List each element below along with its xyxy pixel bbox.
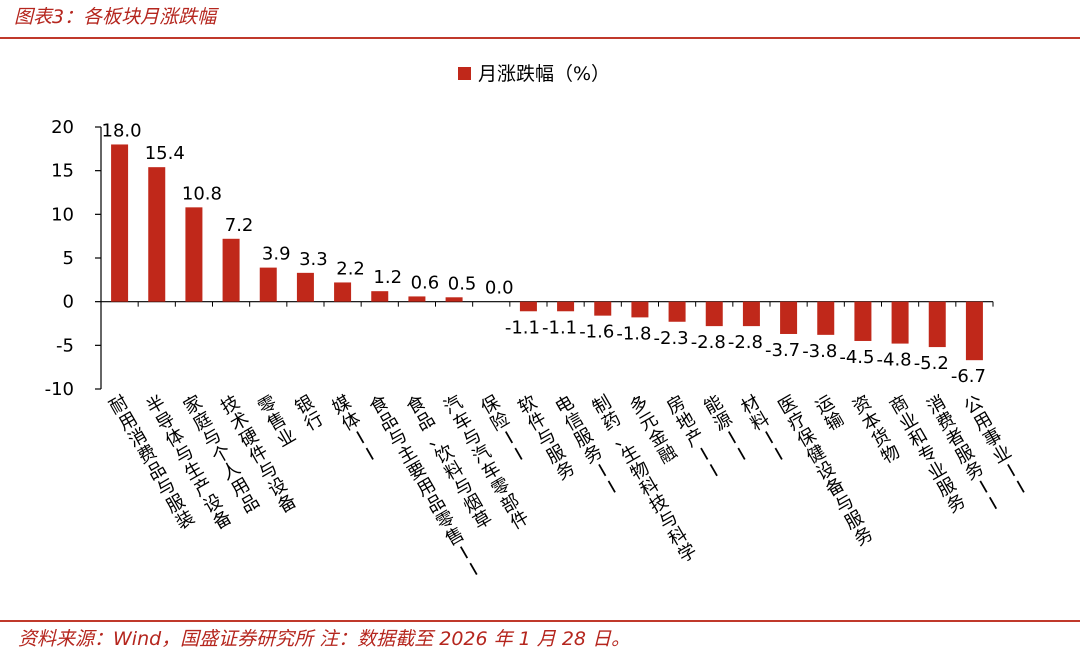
bar [222,238,240,302]
data-label: 2.2 [336,258,365,279]
bar [557,301,575,312]
category-label-text: 运输 [812,392,848,436]
y-tick-label: 0 [63,292,74,313]
bar [408,296,426,302]
y-tick-label: 20 [51,117,74,138]
data-label: 10.8 [182,183,222,204]
bar [296,272,314,302]
y-tick-label: 5 [63,248,74,269]
data-label: 0.6 [411,272,440,293]
data-label: 7.2 [225,215,254,236]
bar [965,301,983,361]
bar [111,144,129,302]
data-label: -1.8 [616,323,651,344]
data-label: -4.8 [877,350,912,371]
legend-swatch [458,67,471,80]
data-label: -4.5 [839,347,874,368]
bar [705,301,723,327]
data-label: 15.4 [145,143,185,164]
bar [185,207,203,302]
bar [445,297,463,302]
data-label: -1.1 [505,317,540,338]
data-label: 3.9 [262,244,291,265]
data-label: 1.2 [373,267,402,288]
bottom-rule [0,620,1080,622]
data-label: -3.8 [802,341,837,362]
data-label: -1.6 [579,322,614,343]
category-label: 运输 [812,392,848,436]
bar [780,301,798,334]
y-tick-label: -5 [56,335,74,356]
data-label: -2.3 [654,328,689,349]
bar [631,301,649,318]
y-tick-label: 10 [51,204,74,225]
y-tick-label: -10 [45,379,74,400]
data-label: 18.0 [102,120,142,141]
figure-title: 图表3：各板块月涨跌幅 [14,6,217,28]
bar [371,291,389,302]
legend-label: 月涨跌幅（%） [478,63,610,85]
bar [668,301,686,322]
bar [891,301,909,344]
bar [817,301,835,335]
bar [594,301,612,316]
data-label: -5.2 [914,353,949,374]
data-label: 3.3 [299,249,328,270]
category-label: 银行 [292,392,328,436]
bar [259,267,277,302]
data-label: -1.1 [542,317,577,338]
data-label: -2.8 [728,332,763,353]
source-note: 资料来源：Wind，国盛证券研究所 注：数据截至 2026 年 1 月 28 日… [18,628,631,650]
data-label: 0.0 [485,278,514,299]
bar [148,167,166,302]
category-label-text: 银行 [292,392,328,436]
top-rule [0,37,1080,39]
data-label: -6.7 [951,366,986,387]
bar [519,301,537,312]
data-label: 0.5 [448,273,477,294]
bar [334,282,352,302]
bar [742,301,760,327]
data-label: -2.8 [691,332,726,353]
data-label: -3.7 [765,340,800,361]
bar [928,301,946,348]
bar [854,301,872,341]
y-tick-label: 15 [51,161,74,182]
